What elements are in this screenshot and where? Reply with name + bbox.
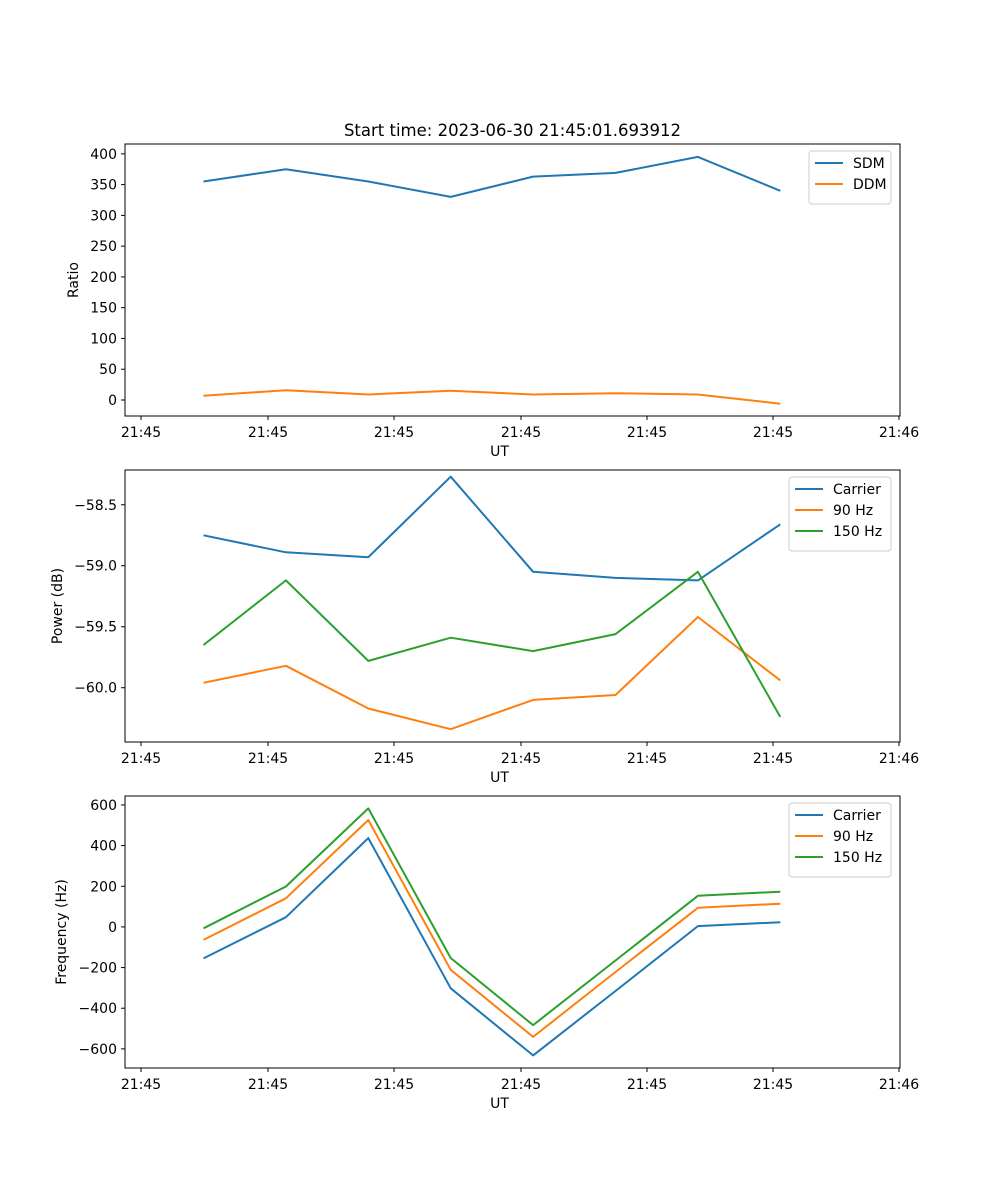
y-axis-label: Power (dB)	[50, 568, 66, 644]
y-tick-label: 50	[99, 362, 117, 378]
legend-label: 150 Hz	[833, 524, 882, 540]
series-line-90-hz	[203, 616, 781, 731]
chart-title: Start time: 2023-06-30 21:45:01.693912	[344, 121, 681, 140]
x-tick-label: 21:45	[501, 751, 541, 767]
legend-label: 90 Hz	[833, 503, 873, 519]
x-tick-label: 21:45	[121, 1077, 161, 1093]
y-tick-label: −58.5	[74, 498, 117, 514]
x-tick-label: 21:45	[753, 425, 793, 441]
series-line-carrier	[203, 837, 781, 1057]
x-tick-label: 21:46	[879, 751, 919, 767]
series-line-150-hz	[202, 570, 782, 718]
legend	[788, 802, 892, 878]
series-line-carrier	[203, 475, 781, 582]
y-tick-label: 250	[90, 239, 117, 255]
series-line-90-hz	[203, 819, 781, 1038]
x-tick-label: 21:45	[121, 751, 161, 767]
x-axis-label: UT	[490, 1096, 509, 1112]
y-tick-label: −59.5	[74, 620, 117, 636]
x-tick-label: 21:45	[248, 1077, 288, 1093]
x-tick-label: 21:46	[879, 425, 919, 441]
y-tick-label: 200	[90, 270, 117, 286]
legend-label: Carrier	[833, 482, 881, 498]
y-tick-label: 0	[108, 393, 117, 409]
legend	[788, 476, 892, 552]
subplot-3: 21:45 21:45 21:45 21:45 21:45 21:45 21:46 −600 −…	[54, 795, 919, 1112]
series-line-sdm	[203, 155, 781, 198]
y-tick-label: −60.0	[74, 681, 117, 697]
y-tick-label: 600	[90, 798, 117, 814]
legend-label: DDM	[853, 177, 887, 193]
legend-label: 150 Hz	[833, 850, 882, 866]
legend-label: Carrier	[833, 808, 881, 824]
x-tick-label: 21:45	[248, 425, 288, 441]
series-line-ddm	[203, 389, 781, 405]
y-tick-label: −400	[79, 1001, 117, 1017]
series-line-150-hz	[203, 807, 781, 1027]
y-tick-label: 100	[90, 331, 117, 347]
subplot-2: 21:45 21:45 21:45 21:45 21:45 21:45 21:46 −58.5…	[50, 469, 919, 786]
y-tick-label: −59.0	[74, 559, 117, 575]
subplot-1: Start time: 2023-06-30 21:45:01.693912 21…	[66, 121, 919, 460]
x-tick-label: 21:46	[879, 1077, 919, 1093]
x-tick-label: 21:45	[501, 425, 541, 441]
x-tick-label: 21:45	[374, 751, 414, 767]
y-axis-label: Frequency (Hz)	[54, 879, 70, 985]
legend	[808, 150, 892, 205]
y-axis-label: Ratio	[66, 262, 82, 298]
x-tick-label: 21:45	[627, 1077, 667, 1093]
x-axis-label: UT	[490, 770, 509, 786]
x-tick-label: 21:45	[501, 1077, 541, 1093]
axes-frame	[124, 469, 901, 743]
y-tick-label: 400	[90, 147, 117, 163]
axes-frame	[124, 795, 901, 1069]
x-axis-label: UT	[490, 444, 509, 460]
x-tick-label: 21:45	[753, 751, 793, 767]
y-tick-label: 350	[90, 178, 117, 194]
y-tick-label: 150	[90, 301, 117, 317]
y-tick-label: 300	[90, 208, 117, 224]
y-tick-label: −200	[79, 961, 117, 977]
y-tick-label: 0	[108, 920, 117, 936]
x-tick-label: 21:45	[374, 425, 414, 441]
y-tick-label: −600	[79, 1042, 117, 1058]
axes-frame	[124, 143, 901, 417]
legend-label: SDM	[853, 156, 885, 172]
y-tick-label: 200	[90, 879, 117, 895]
x-tick-label: 21:45	[374, 1077, 414, 1093]
x-tick-label: 21:45	[627, 425, 667, 441]
legend-label: 90 Hz	[833, 829, 873, 845]
y-tick-label: 400	[90, 839, 117, 855]
x-tick-label: 21:45	[627, 751, 667, 767]
x-tick-label: 21:45	[121, 425, 161, 441]
x-tick-label: 21:45	[248, 751, 288, 767]
x-tick-label: 21:45	[753, 1077, 793, 1093]
